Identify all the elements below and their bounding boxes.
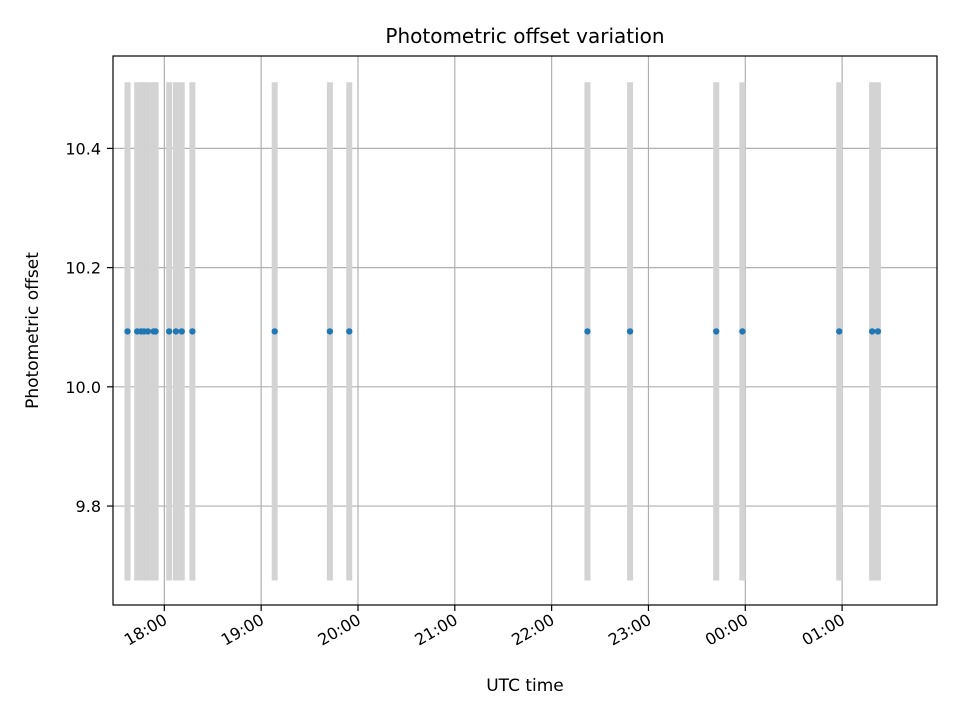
data-point <box>189 328 196 335</box>
y-tick-label: 10.2 <box>65 259 101 278</box>
data-point <box>874 328 882 335</box>
data-point <box>836 328 843 335</box>
data-point <box>584 328 591 335</box>
plot-frame <box>112 55 938 606</box>
data-point <box>178 328 185 335</box>
data-point <box>152 328 159 335</box>
y-axis-ticks: 9.8 10.0 10.2 10.4 <box>65 139 113 516</box>
y-axis-label: Photometric offset <box>23 252 43 409</box>
data-point <box>713 328 720 335</box>
data-point <box>739 328 746 335</box>
y-tick-label: 9.8 <box>76 497 101 516</box>
data-points <box>124 328 882 335</box>
y-tick-label: 10.0 <box>65 378 101 397</box>
data-point <box>271 328 278 335</box>
y-tick-label: 10.4 <box>65 139 101 158</box>
x-axis-label: UTC time <box>486 676 564 696</box>
data-point <box>165 328 173 335</box>
data-point <box>868 328 876 335</box>
data-point <box>124 328 131 335</box>
data-point <box>172 328 180 335</box>
data-point <box>326 328 334 335</box>
chart-title: Photometric offset variation <box>385 24 664 48</box>
data-point <box>626 328 634 335</box>
data-point <box>346 328 353 335</box>
data-point <box>144 328 152 335</box>
